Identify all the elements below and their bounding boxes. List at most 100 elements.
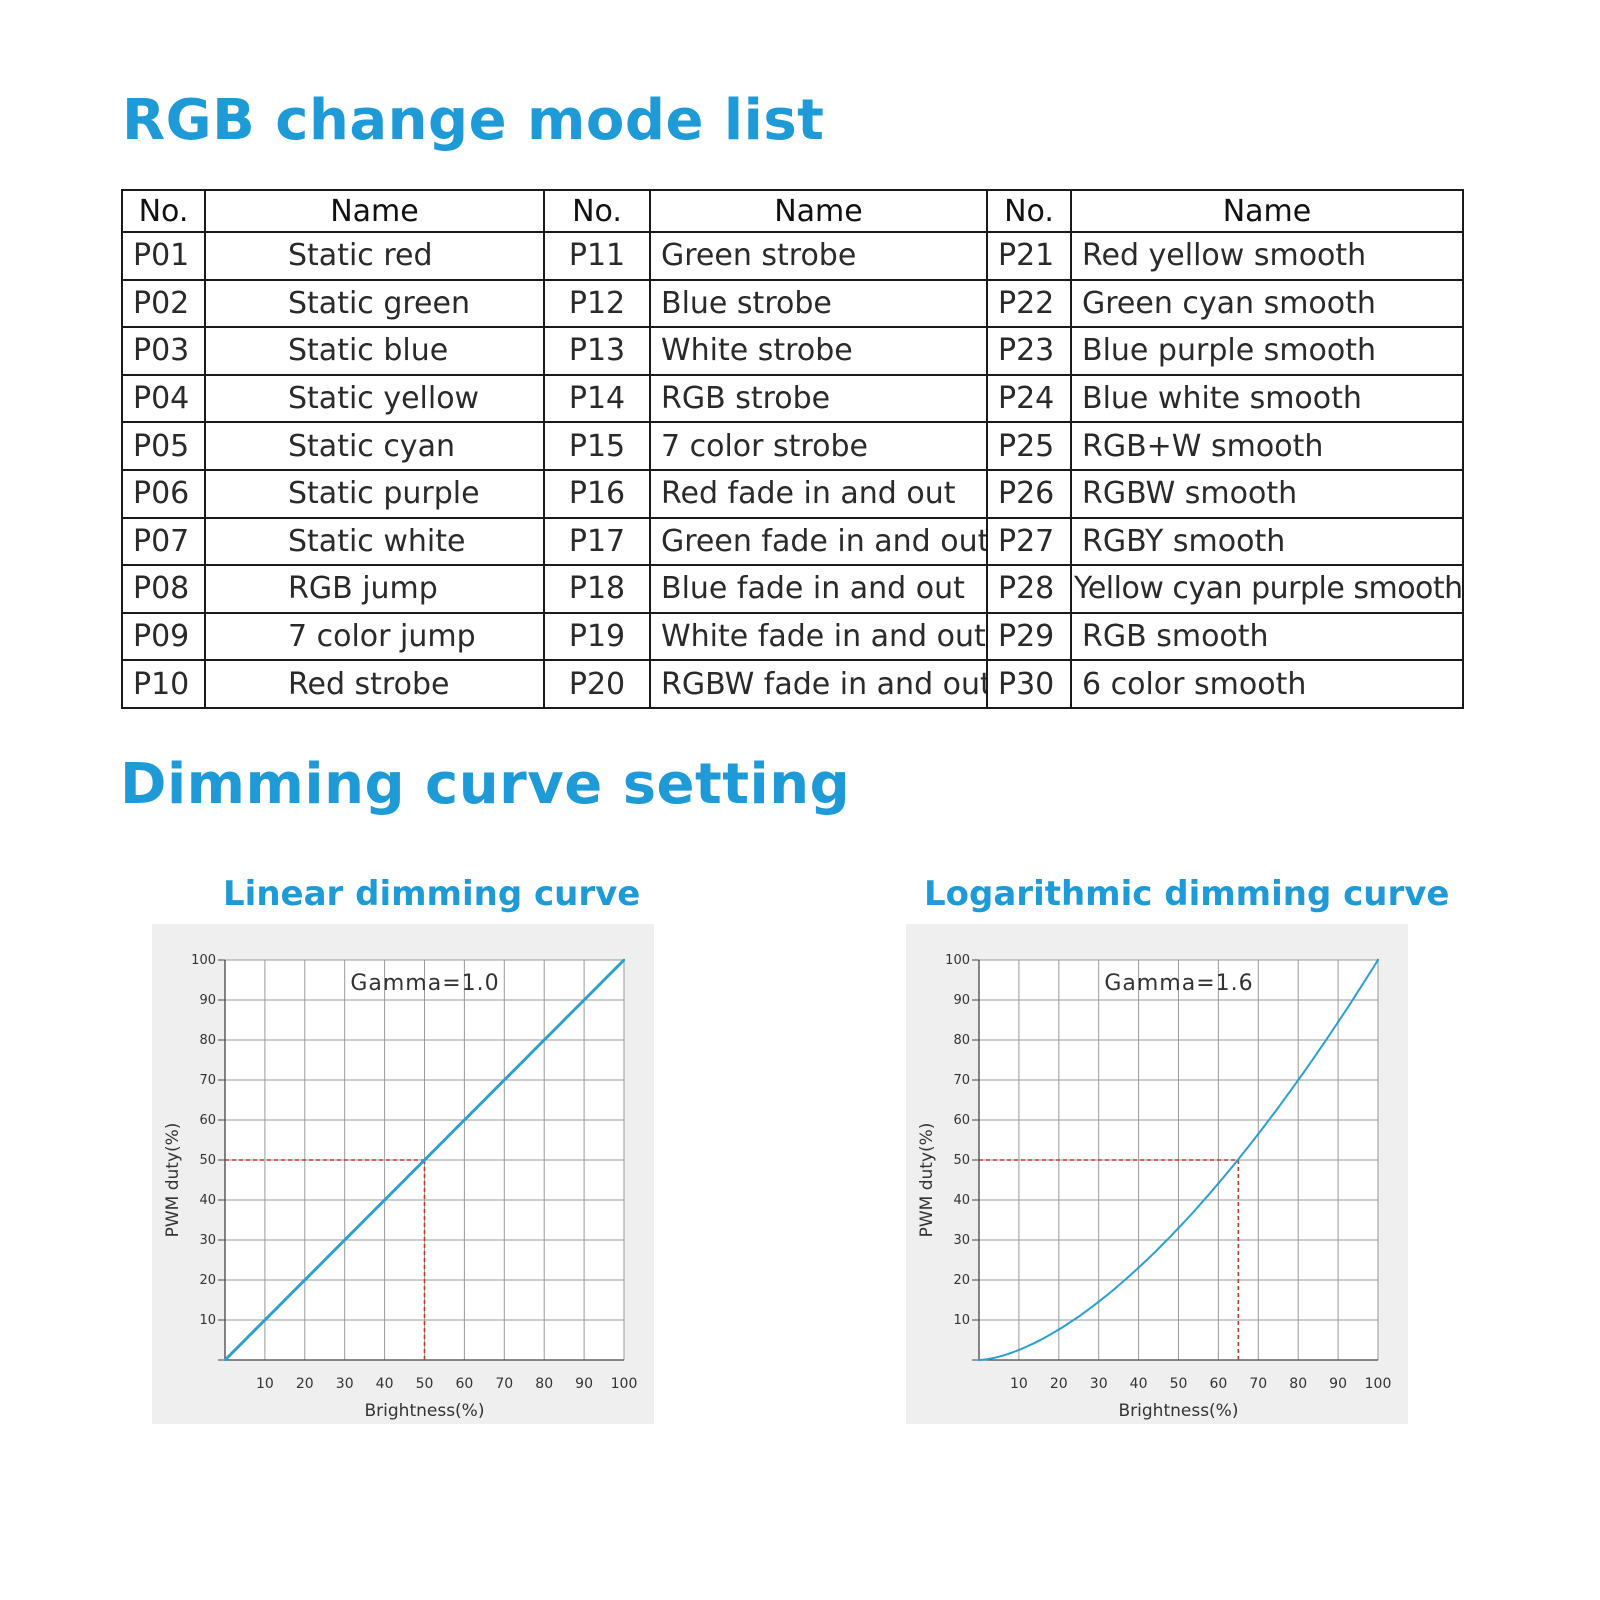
data-point <box>423 1158 426 1162</box>
data-point <box>1217 1182 1220 1185</box>
data-point <box>1336 1020 1340 1024</box>
mode-name: Blue white smooth <box>1070 373 1464 424</box>
mode-name: Blue purple smooth <box>1070 326 1464 376</box>
mode-name: Green fade in and out <box>649 516 988 567</box>
mode-name: White strobe <box>649 326 988 376</box>
x-tick-label: 70 <box>495 1376 513 1392</box>
mode-number: P01 <box>121 231 206 281</box>
y-tick-label: 10 <box>953 1313 970 1328</box>
x-tick-label: 50 <box>1170 1376 1188 1392</box>
gamma-annotation: Gamma=1.6 <box>1104 971 1253 996</box>
x-tick-label: 90 <box>575 1376 593 1392</box>
y-tick-label: 50 <box>199 1153 216 1168</box>
y-tick-label: 20 <box>199 1273 216 1288</box>
data-point <box>303 1278 306 1282</box>
mode-name: Red fade in and out <box>649 468 988 519</box>
mode-number: P03 <box>121 326 206 376</box>
x-tick-label: 100 <box>1365 1376 1392 1392</box>
mode-number: P16 <box>543 468 651 519</box>
mode-name: Yellow cyan purple smooth <box>1070 564 1464 614</box>
logarithmic-dimming-chart: 10 20 30 40 50 60 70 80 90 100 10 20 30 40 50 60 70 80 90 1… <box>906 924 1408 1424</box>
mode-name: Static cyan <box>204 421 545 471</box>
x-tick-label: 20 <box>296 1376 314 1392</box>
table-row: P10 Red strobe P20 RGBW fade in and out … <box>121 659 1464 709</box>
linear-chart-title: Linear dimming curve <box>223 874 641 914</box>
table-row: P04 Static yellow P14 RGB strobe P24 Blu… <box>121 373 1464 424</box>
gamma-annotation: Gamma=1.0 <box>350 971 499 996</box>
header-no: No. <box>543 189 651 233</box>
mode-number: P27 <box>986 516 1072 567</box>
mode-name: Static purple <box>204 468 545 519</box>
x-tick-label: 60 <box>1209 1376 1227 1392</box>
data-point <box>463 1118 466 1122</box>
data-point <box>1376 958 1380 962</box>
mode-number: P22 <box>986 278 1072 329</box>
data-point <box>223 1358 227 1362</box>
dimming-curve-title: Dimming curve setting <box>120 752 851 817</box>
mode-number: P09 <box>121 611 206 662</box>
mode-number: P04 <box>121 373 206 424</box>
data-point <box>977 1358 981 1362</box>
log-chart-title: Logarithmic dimming curve <box>924 874 1450 914</box>
mode-name: Blue fade in and out <box>649 564 988 614</box>
mode-number: P10 <box>121 659 206 709</box>
x-tick-label: 50 <box>416 1376 434 1392</box>
x-tick-label: 30 <box>336 1376 354 1392</box>
mode-number: P23 <box>986 326 1072 376</box>
mode-name: Blue strobe <box>649 278 988 329</box>
table-row: P06 Static purple P16 Red fade in and ou… <box>121 468 1464 519</box>
mode-name: Static yellow <box>204 373 545 424</box>
mode-number: P29 <box>986 611 1072 662</box>
x-tick-label: 30 <box>1090 1376 1108 1392</box>
data-point <box>1297 1078 1300 1082</box>
y-tick-label: 60 <box>199 1113 216 1128</box>
rgb-mode-list-title: RGB change mode list <box>122 88 825 153</box>
mode-name: Green strobe <box>649 231 988 281</box>
mode-name: Red strobe <box>204 659 545 709</box>
y-tick-label: 20 <box>953 1273 970 1288</box>
data-point <box>1177 1226 1180 1230</box>
header-name: Name <box>649 189 988 233</box>
y-tick-label: 50 <box>953 1153 970 1168</box>
x-axis-label: Brightness(%) <box>1119 1401 1239 1421</box>
y-tick-label: 40 <box>199 1193 216 1208</box>
data-point <box>1097 1300 1100 1303</box>
data-point <box>263 1318 267 1322</box>
mode-name: 7 color jump <box>204 611 545 662</box>
mode-name: Static green <box>204 278 545 329</box>
mode-number: P02 <box>121 278 206 329</box>
mode-number: P06 <box>121 468 206 519</box>
mode-number: P28 <box>986 564 1072 614</box>
header-no: No. <box>986 189 1072 233</box>
mode-name: RGBW smooth <box>1070 468 1464 519</box>
mode-name: RGB smooth <box>1070 611 1464 662</box>
y-tick-label: 60 <box>953 1113 970 1128</box>
y-axis-label: PWM duty(%) <box>917 1123 937 1238</box>
mode-name: RGB strobe <box>649 373 988 424</box>
y-tick-label: 70 <box>199 1073 216 1088</box>
mode-number: P12 <box>543 278 651 329</box>
x-tick-label: 20 <box>1050 1376 1068 1392</box>
mode-number: P08 <box>121 564 206 614</box>
y-tick-label: 100 <box>191 953 216 968</box>
table-row: P03 Static blue P13 White strobe P23 Blu… <box>121 326 1464 376</box>
x-tick-label: 40 <box>376 1376 394 1392</box>
mode-name: Red yellow smooth <box>1070 231 1464 281</box>
mode-number: P26 <box>986 468 1072 519</box>
data-point <box>622 958 626 962</box>
mode-name: RGBW fade in and out <box>649 659 988 709</box>
data-point <box>543 1038 546 1042</box>
mode-name: Green cyan smooth <box>1070 278 1464 329</box>
x-tick-label: 90 <box>1329 1376 1347 1392</box>
mode-number: P14 <box>543 373 651 424</box>
data-point <box>1257 1132 1260 1136</box>
y-tick-label: 100 <box>945 953 970 968</box>
mode-number: P25 <box>986 421 1072 471</box>
mode-name: 7 color strobe <box>649 421 988 471</box>
y-tick-label: 90 <box>199 993 216 1008</box>
y-tick-label: 10 <box>199 1313 216 1328</box>
mode-number: P17 <box>543 516 651 567</box>
x-tick-label: 10 <box>256 1376 274 1392</box>
x-tick-label: 100 <box>611 1376 638 1392</box>
mode-name: RGBY smooth <box>1070 516 1464 567</box>
